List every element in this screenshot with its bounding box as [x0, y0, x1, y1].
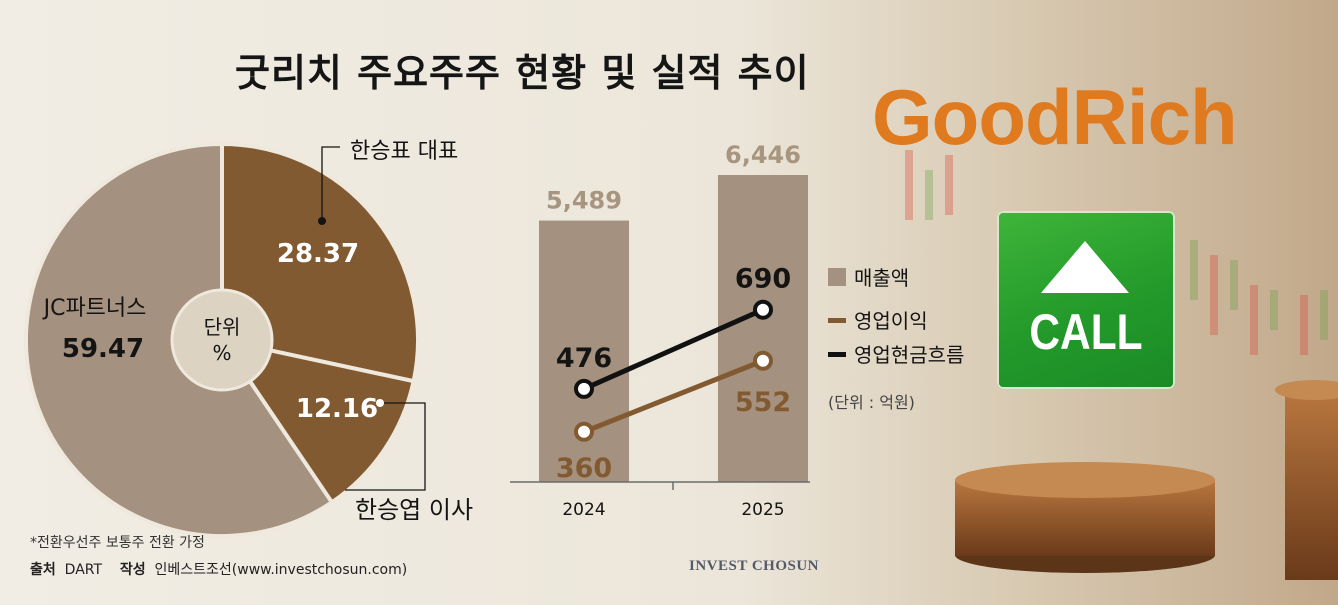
legend-swatch-operating-profit: [828, 318, 846, 323]
cashflow-point: [574, 378, 594, 399]
legend-label-cashflow: 영업현금흐름: [854, 343, 964, 367]
pie-value-label: 12.16: [296, 394, 378, 424]
operating-profit-point: [574, 421, 594, 442]
revenue-bar: [718, 175, 808, 482]
brand-name: INVEST CHOSUN: [689, 558, 820, 574]
legend-swatch-cashflow: [828, 352, 846, 357]
pie-center-label: %: [212, 341, 231, 365]
chart-title: 굿리치 주요주주 현황 및 실적 추이: [235, 51, 810, 95]
leader-line: [321, 146, 340, 221]
leader-line: [345, 402, 426, 491]
footnote: *전환우선주 보통주 전환 가정: [30, 535, 205, 551]
pie-value-label: 59.47: [62, 334, 144, 364]
unit-note: (단위 : 억원): [828, 393, 915, 412]
cashflow-label: 690: [735, 264, 791, 295]
leader-dot: [318, 217, 326, 225]
operating-profit-label: 360: [556, 453, 612, 484]
legend-label-revenue: 매출액: [854, 266, 909, 290]
operating-profit-line: [583, 358, 764, 435]
x-tick-label: 2025: [741, 500, 784, 520]
source-label: 출처: [30, 562, 56, 578]
pie-center: [170, 288, 274, 392]
goodrich-logo: GoodRich: [872, 73, 1238, 161]
pie-value-label: 28.37: [277, 239, 359, 269]
call-badge: CALL: [997, 211, 1175, 389]
x-tick-label: 2024: [562, 500, 605, 520]
legend-swatch-revenue: [828, 268, 846, 286]
cashflow-label: 476: [556, 343, 612, 374]
legend-label-operating-profit: 영업이익: [854, 309, 928, 333]
source-line: 출처 DART 작성 인베스트조선(www.investchosun.com): [30, 559, 407, 579]
author-value: 인베스트조선(www.investchosun.com): [154, 562, 408, 578]
pie-slice: [217, 336, 416, 506]
coin-stack: [955, 380, 1338, 580]
cashflow-point: [753, 299, 773, 320]
bar-value-label: 6,446: [725, 141, 801, 169]
call-label: CALL: [1029, 304, 1143, 360]
leader-dot: [376, 399, 384, 407]
candlestick-decoration: [905, 150, 1328, 355]
pie-name-label: 한승엽 이사: [355, 496, 473, 524]
pie-center-label: 단위: [204, 315, 241, 339]
cashflow-line: [582, 307, 765, 392]
pie-name-label: JC파트너스: [42, 296, 147, 321]
bar-value-label: 5,489: [546, 187, 622, 215]
author-label: 작성: [119, 562, 146, 578]
source-value: DART: [64, 562, 103, 578]
operating-profit-point: [753, 350, 773, 371]
up-arrow-icon: [1041, 241, 1129, 293]
operating-profit-label: 552: [735, 387, 791, 418]
pie-slice: [220, 141, 420, 384]
pie-name-label: 한승표 대표: [350, 139, 458, 164]
